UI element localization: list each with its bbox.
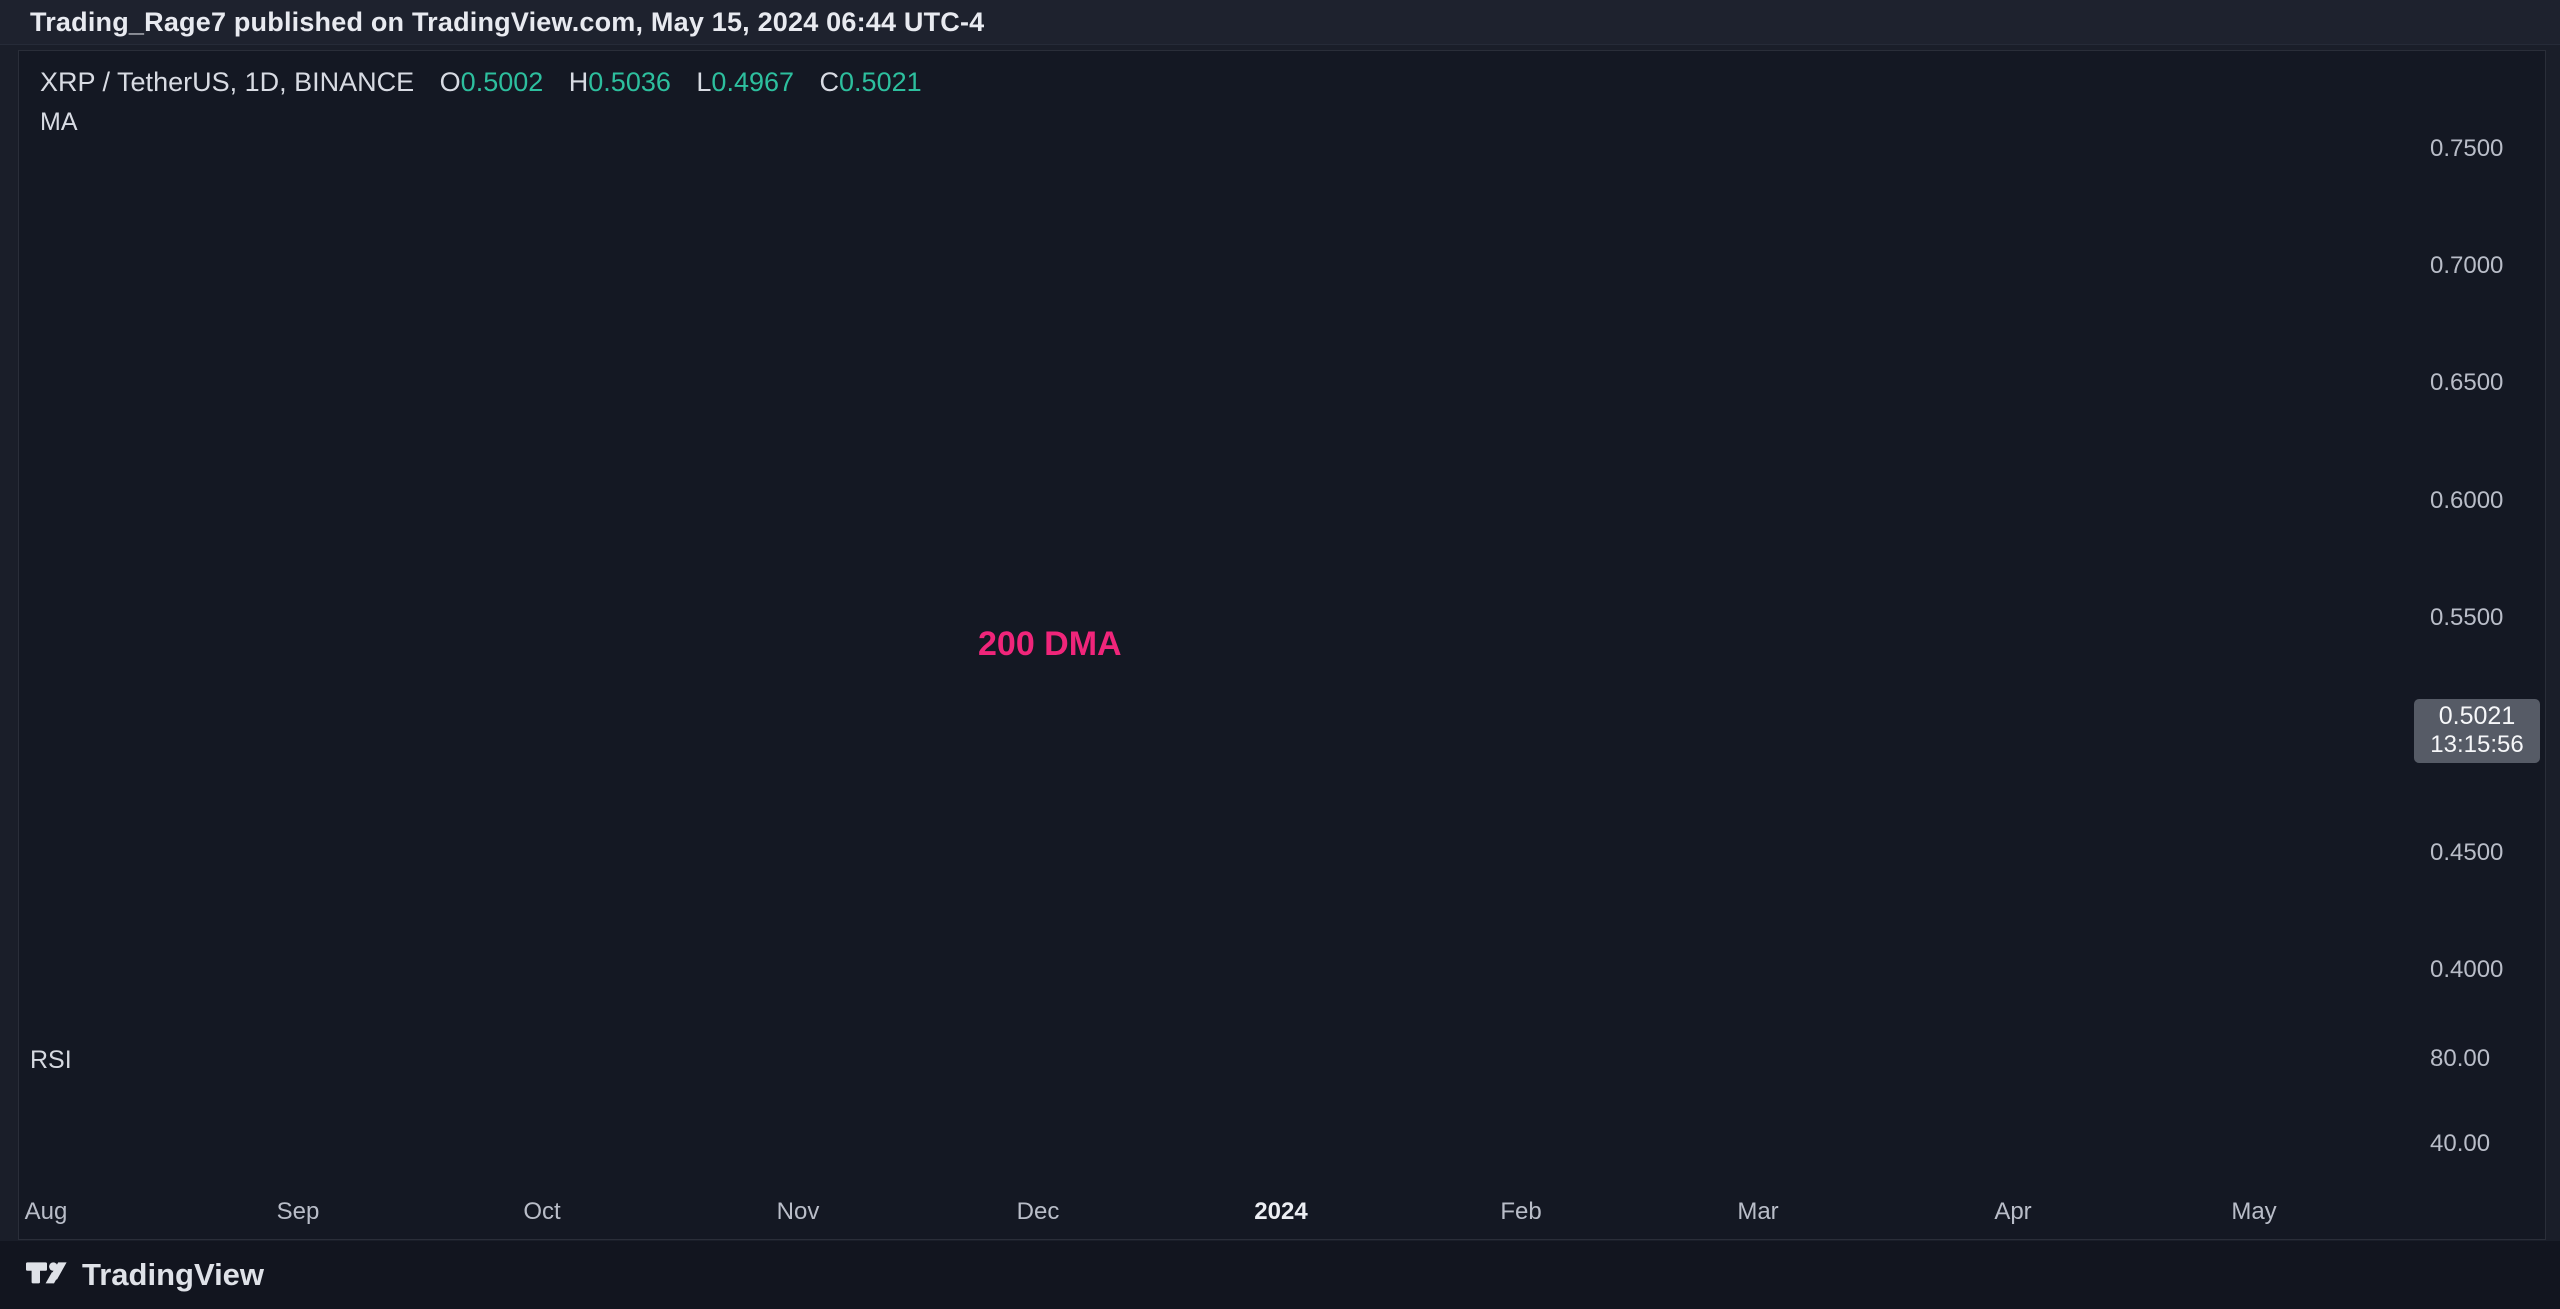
price-tick-label: 0.6000 bbox=[2430, 486, 2504, 514]
time-tick-label: Feb bbox=[1500, 1198, 1542, 1225]
time-tick-label: Nov bbox=[776, 1198, 820, 1225]
rsi-tick-label: 40.00 bbox=[2430, 1129, 2491, 1157]
time-tick-label: May bbox=[2231, 1198, 2277, 1225]
rsi-tick-label: 80.00 bbox=[2430, 1044, 2491, 1072]
price-tick-label: 0.4000 bbox=[2430, 955, 2504, 983]
ma-indicator-legend[interactable]: MA bbox=[40, 108, 78, 136]
time-tick-label: Mar bbox=[1737, 1198, 1779, 1225]
tradingview-brand-text: TradingView bbox=[82, 1257, 265, 1292]
time-tick-label: Dec bbox=[1016, 1198, 1060, 1225]
price-tick-label: 0.7500 bbox=[2430, 134, 2504, 162]
price-tick-label: 0.6500 bbox=[2430, 369, 2504, 397]
time-tick-label: Apr bbox=[1994, 1198, 2032, 1225]
close-value: C0.5021 bbox=[819, 67, 922, 97]
time-tick-label: Sep bbox=[276, 1198, 320, 1225]
time-tick-label: Aug bbox=[24, 1198, 68, 1225]
symbol-title[interactable]: XRP / TetherUS, 1D, BINANCE bbox=[40, 67, 415, 97]
price-tick-label: 0.5500 bbox=[2430, 604, 2504, 631]
candle-countdown: 13:15:56 bbox=[2430, 731, 2524, 759]
rsi-pane-label[interactable]: RSI bbox=[30, 1046, 72, 1074]
chart-legend: XRP / TetherUS, 1D, BINANCE O0.5002 H0.5… bbox=[40, 64, 922, 140]
open-value: O0.5002 bbox=[439, 67, 544, 97]
price-tick-label: 0.7000 bbox=[2430, 252, 2504, 280]
last-price-badge: 0.5021 13:15:56 bbox=[2414, 699, 2540, 764]
tradingview-logo-link[interactable]: TradingView bbox=[26, 1257, 264, 1293]
dma-annotation-label: 200 DMA bbox=[978, 625, 1122, 663]
time-tick-label: Oct bbox=[523, 1198, 561, 1225]
tradingview-logo-icon bbox=[26, 1262, 67, 1284]
publication-title: Trading_Rage7 published on TradingView.c… bbox=[30, 6, 985, 37]
high-value: H0.5036 bbox=[568, 67, 671, 97]
last-price-value: 0.5021 bbox=[2438, 702, 2516, 731]
low-value: L0.4967 bbox=[696, 67, 795, 97]
chart-widget-frame bbox=[18, 50, 2546, 1240]
time-tick-label: 2024 bbox=[1254, 1198, 1308, 1225]
symbol-legend-row: XRP / TetherUS, 1D, BINANCE O0.5002 H0.5… bbox=[40, 64, 922, 100]
price-tick-label: 0.4500 bbox=[2430, 838, 2504, 866]
header-bar: Trading_Rage7 published on TradingView.c… bbox=[0, 0, 2560, 45]
footer-bar: TradingView bbox=[0, 1241, 2560, 1309]
